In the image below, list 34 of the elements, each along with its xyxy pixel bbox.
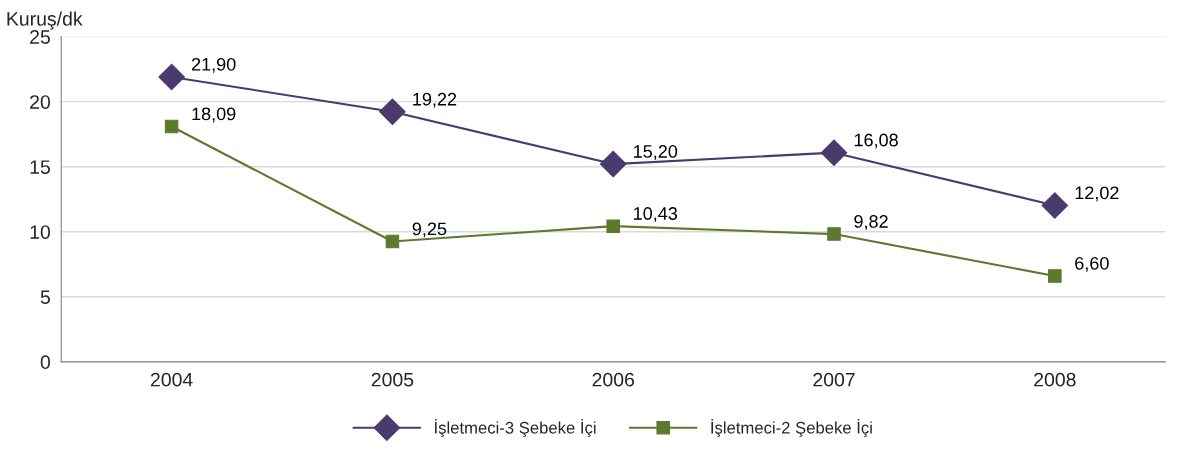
data-label: 9,82 (854, 215, 888, 230)
legend-label: İşletmeci-3 Şebeke İçi (435, 419, 596, 438)
point (1041, 192, 1069, 219)
point (827, 227, 841, 241)
y-axis-title: Kuruş/dk (7, 11, 83, 30)
point (599, 150, 627, 178)
data-label: 10,43 (634, 207, 678, 223)
x-tick-label: 2004 (150, 372, 193, 387)
data-label: 16,08 (854, 133, 898, 149)
point (606, 219, 620, 233)
point (379, 98, 406, 126)
point (158, 63, 185, 91)
data-label: 12,02 (1075, 186, 1119, 202)
point (385, 234, 400, 249)
y-tick-label: 5 (40, 290, 50, 305)
x-tick-label: 2008 (1034, 372, 1076, 387)
y-tick-label: 15 (30, 160, 50, 174)
y-tick-label: 20 (30, 95, 51, 109)
data-label: 6,60 (1075, 256, 1109, 272)
y-tick-label: 10 (30, 225, 51, 239)
data-label: 19,22 (413, 92, 457, 108)
x-tick-label: 2005 (371, 372, 414, 387)
x-tick-label: 2006 (592, 372, 634, 387)
data-label: 15,20 (634, 145, 678, 160)
data-label: 21,90 (191, 57, 236, 73)
legend-label: İşletmeci-2 Şebeke İçi (711, 419, 872, 438)
y-tick-label: 25 (30, 30, 50, 44)
point (164, 119, 179, 134)
point (820, 139, 848, 166)
data-label: 9,25 (412, 222, 447, 238)
x-tick-label: 2007 (813, 372, 855, 387)
data-label: 18,09 (192, 107, 236, 123)
point (1048, 269, 1062, 283)
y-tick-label: 0 (40, 355, 51, 370)
